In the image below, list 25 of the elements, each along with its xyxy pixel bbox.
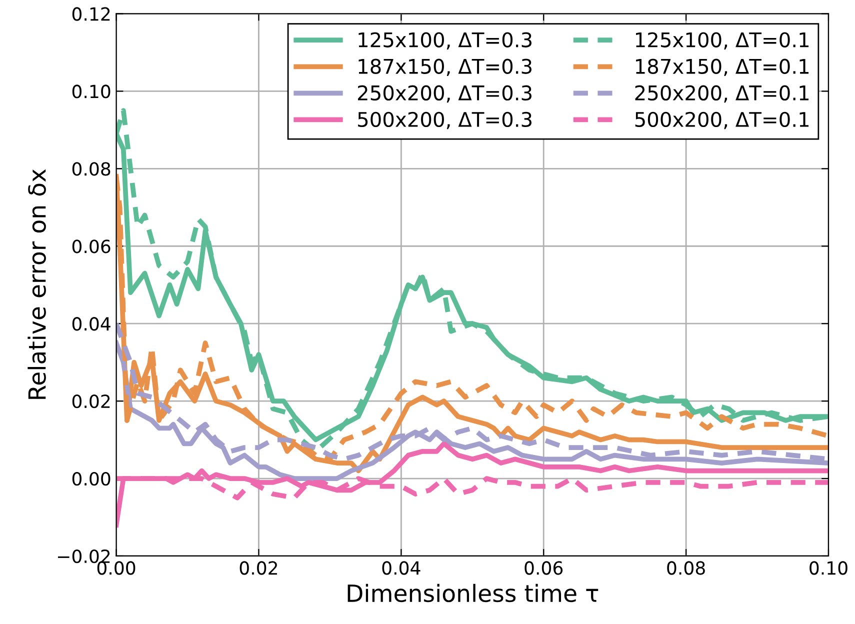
legend-label: 125x100, ΔT=0.3 — [358, 32, 532, 50]
legend-label: 187x150, ΔT=0.3 — [358, 58, 532, 76]
y-tick-label: −0.02 — [58, 549, 110, 564]
x-tick-label: 0.10 — [810, 561, 848, 575]
legend-label: 187x150, ΔT=0.1 — [636, 58, 809, 76]
y-tick-label: 0.08 — [72, 162, 110, 176]
line-series — [116, 441, 828, 528]
legend-label: 500x200, ΔT=0.1 — [635, 112, 809, 130]
x-tick-label: 0.08 — [667, 561, 705, 575]
x-tick-label: 0.06 — [524, 561, 563, 575]
x-tick-label: 0.00 — [97, 561, 136, 575]
legend-label: 250x200, ΔT=0.3 — [358, 85, 532, 103]
y-tick-label: 0.02 — [72, 394, 110, 408]
x-tick-label: 0.04 — [382, 561, 420, 575]
x-tick-label: 0.02 — [240, 561, 278, 575]
y-tick-label: 0.04 — [72, 317, 110, 331]
legend-label: 125x100, ΔT=0.1 — [636, 32, 809, 50]
legend-label: 250x200, ΔT=0.1 — [635, 85, 809, 103]
y-tick-label: 0.10 — [72, 84, 110, 98]
y-axis-title: Relative error on δx — [28, 169, 46, 399]
y-tick-label: 0.12 — [72, 7, 110, 21]
x-axis-title: Dimensionless time τ — [348, 584, 598, 602]
legend-label: 500x200, ΔT=0.3 — [358, 112, 532, 130]
y-tick-label: 0.00 — [72, 472, 110, 486]
y-tick-label: 0.06 — [72, 240, 110, 254]
